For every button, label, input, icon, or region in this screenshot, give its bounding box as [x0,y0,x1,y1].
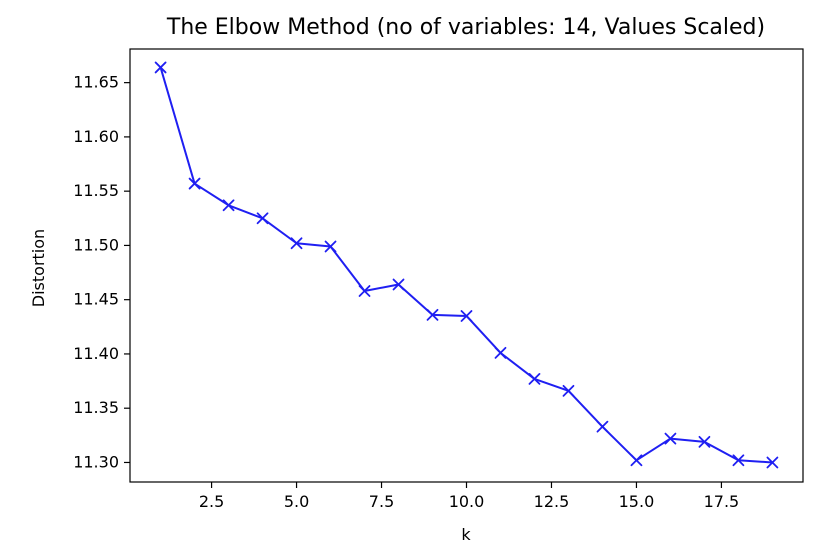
y-axis-ticks: 11.30 11.35 11.40 11.45 11.50 11.55 11.60 11.65 [73,73,130,471]
data-point-marker [154,61,167,74]
data-point-marker [596,420,609,433]
y-axis-label: Distortion [29,229,48,307]
data-point-marker [562,384,575,397]
x-tick-label: 15.0 [619,492,655,511]
data-point-marker [630,454,643,467]
x-axis-label: k [461,525,471,544]
y-tick-label: 11.65 [73,73,119,92]
x-tick-label: 12.5 [534,492,570,511]
y-tick-label: 11.60 [73,127,119,146]
data-point-marker [188,177,201,190]
data-point-marker [256,212,269,225]
data-point-marker [494,346,507,359]
x-tick-label: 17.5 [704,492,740,511]
data-point-marker [426,308,439,321]
y-tick-label: 11.55 [73,181,119,200]
chart-title: The Elbow Method (no of variables: 14, V… [166,15,765,40]
data-point-marker [732,454,745,467]
data-point-marker [698,435,711,448]
x-axis-ticks: 2.5 5.0 7.5 10.0 12.5 15.0 17.5 [199,482,739,511]
series-layer [154,61,779,469]
data-point-marker [290,237,303,250]
x-tick-label: 5.0 [284,492,309,511]
data-point-marker [392,278,405,291]
y-tick-label: 11.35 [73,398,119,417]
y-tick-label: 11.40 [73,344,119,363]
y-tick-label: 11.50 [73,235,119,254]
y-tick-label: 11.30 [73,452,119,471]
data-point-marker [766,456,779,469]
data-point-marker [460,310,473,322]
y-tick-label: 11.45 [73,290,119,309]
plot-frame [129,48,804,483]
x-tick-label: 10.0 [449,492,485,511]
data-point-marker [324,240,337,253]
x-tick-label: 7.5 [369,492,394,511]
data-point-marker [664,432,677,445]
data-point-marker [222,199,235,212]
plot-area: 2.5 5.0 7.5 10.0 12.5 15.0 17.5 11.30 11.35 11.4… [73,48,804,511]
data-point-marker [528,373,541,385]
x-tick-label: 2.5 [199,492,224,511]
data-point-marker [358,285,371,297]
